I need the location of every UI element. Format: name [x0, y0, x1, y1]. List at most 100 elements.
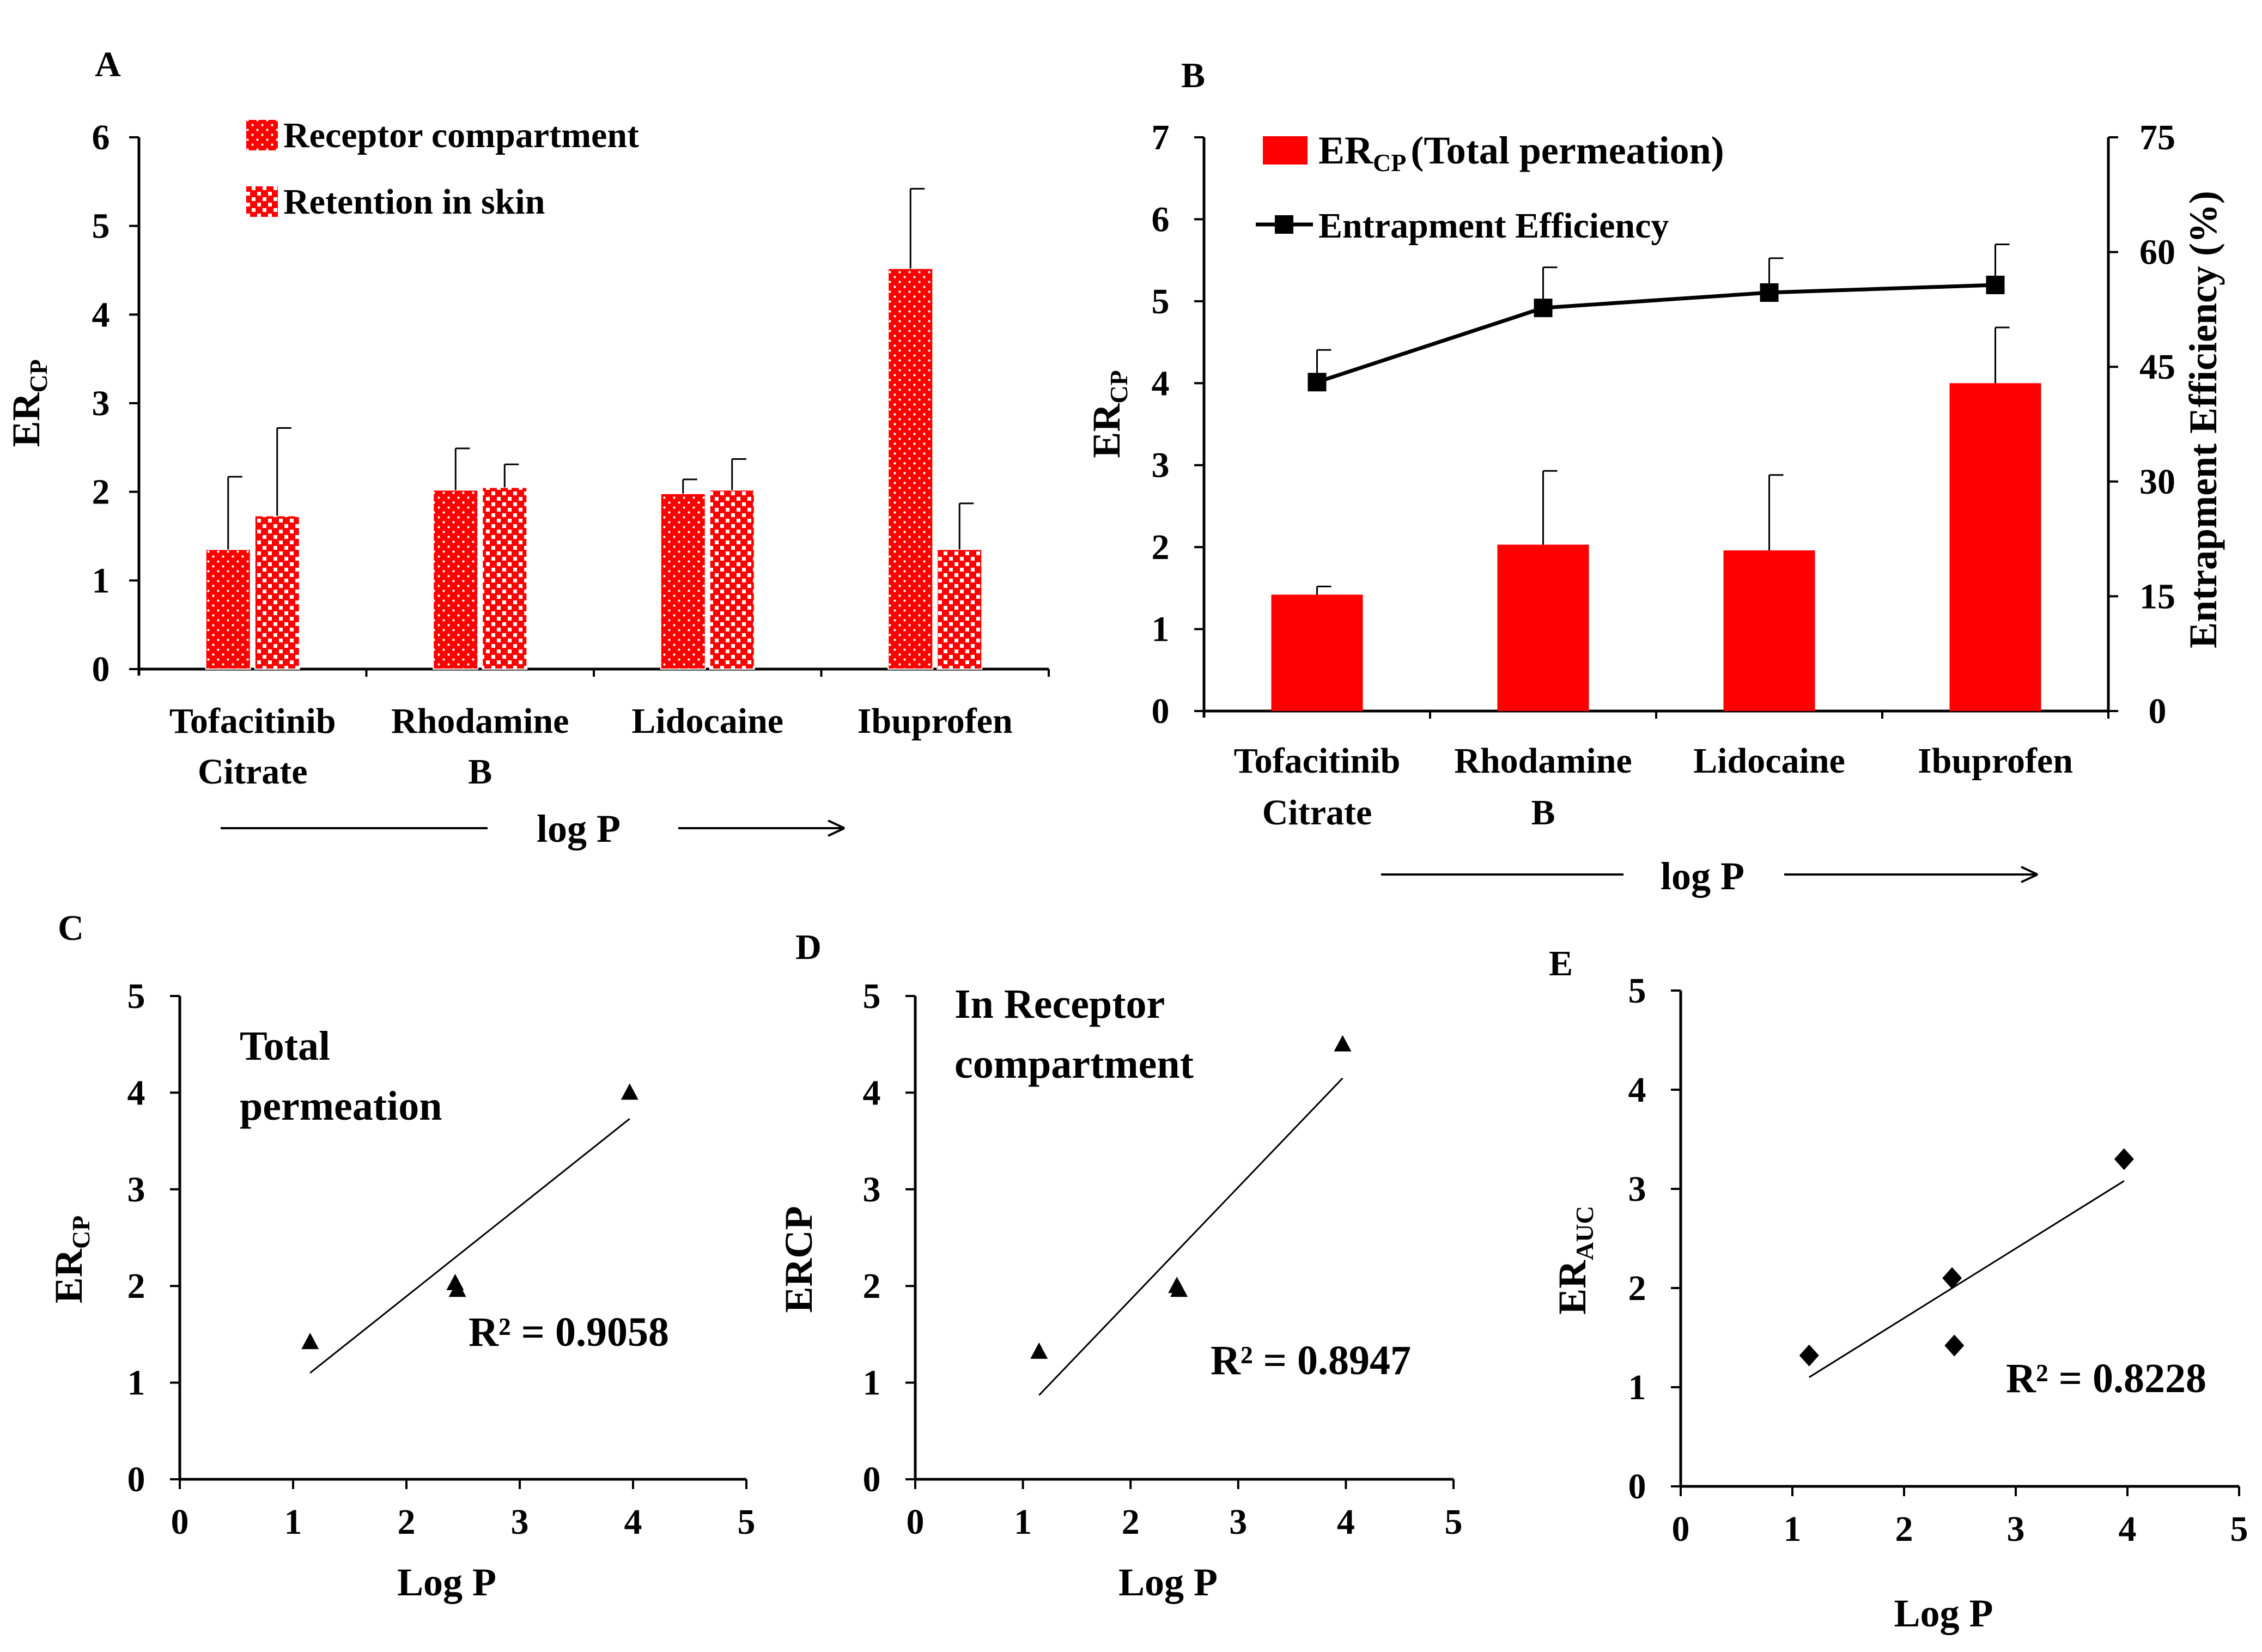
r-squared-label: R² = 0.8947 [1211, 1338, 1411, 1383]
category-label: Lidocaine [1693, 741, 1845, 781]
y-tick-label: 4 [1152, 363, 1170, 403]
log-p-arrow-head [2021, 866, 2038, 883]
y-tick-label: 1 [1628, 1368, 1646, 1407]
x-tick-label: 2 [398, 1502, 416, 1542]
y-tick-label: 4 [863, 1073, 881, 1113]
category-label: Tofacitinib [169, 701, 336, 741]
x-tick-label: 3 [511, 1502, 529, 1542]
panel-b: B0123456701530456075TofacitinibCitrateRh… [1085, 56, 2225, 898]
y2-tick-label: 60 [2139, 233, 2175, 272]
data-point [621, 1083, 639, 1100]
data-point [1799, 1344, 1819, 1366]
legend-swatch-bar [1263, 136, 1308, 165]
bar-retention [482, 487, 528, 670]
ee-marker [1760, 283, 1779, 302]
x-tick-label: 5 [1445, 1502, 1463, 1542]
bar-receptor [205, 549, 251, 670]
legend-swatch [246, 120, 278, 150]
line-entrapment-efficiency [1316, 283, 1996, 384]
data-point [1170, 1280, 1188, 1297]
y2-tick-label: 30 [2139, 462, 2175, 502]
legend-label: Receptor compartment [283, 116, 639, 155]
y-tick-label: 1 [1152, 610, 1170, 649]
y-tick-label: 6 [1152, 199, 1170, 239]
y-tick-label: 4 [1628, 1070, 1646, 1110]
log-p-label: log P [537, 807, 621, 851]
y-axis-title-sub: CP [25, 359, 52, 392]
data-point [1334, 1035, 1352, 1052]
y-tick-label: 1 [863, 1363, 881, 1403]
y-axis-title: ERCP [777, 1206, 820, 1313]
x-axis-title: Log P [397, 1560, 496, 1604]
x-axis-title: Log P [1894, 1592, 1993, 1635]
trendline [309, 1118, 630, 1374]
y-tick-label: 3 [92, 384, 110, 423]
y-axis-title-sub: CP [67, 1216, 95, 1249]
panel-c: C 0 1 2 3 4 5 0 1 2 3 4 5 Log P ERCP R² = 0.9058 Total pe… [47, 908, 756, 1604]
legend-label-line: Entrapment Efficiency [1318, 206, 1669, 246]
panel-annotation: permeation [240, 1083, 442, 1129]
y-tick-label: 1 [92, 561, 110, 600]
category-label: Tofacitinib [1234, 741, 1401, 781]
y-tick-label: 7 [1152, 118, 1170, 157]
category-label: Lidocaine [631, 701, 783, 741]
x-tick-label: 0 [907, 1502, 925, 1542]
category-label: Citrate [198, 752, 308, 792]
category-label: Rhodamine [1454, 741, 1632, 781]
panel-annotation: compartment [954, 1041, 1194, 1087]
panel-annotation: In Receptor [954, 981, 1165, 1027]
bar-receptor [887, 268, 934, 670]
x-tick-label: 3 [1229, 1502, 1247, 1542]
legend-label: Retention in skin [283, 182, 545, 222]
legend-label-bar-suffix: (Total permeation) [1410, 129, 1724, 172]
x-tick-label: 2 [1122, 1502, 1140, 1542]
bar-er-cp [1497, 544, 1589, 711]
panel-letter: C [58, 908, 84, 948]
r-squared-label: R² = 0.9058 [469, 1309, 669, 1355]
y2-tick-label: 45 [2139, 347, 2175, 387]
panel-annotation: Total [240, 1023, 330, 1069]
x-tick-label: 1 [284, 1502, 302, 1542]
bar-retention [709, 489, 755, 670]
panel-letter: D [795, 927, 822, 967]
y-tick-label: 3 [127, 1170, 145, 1210]
y-tick-label: 6 [92, 118, 110, 157]
y-tick-label: 3 [1152, 446, 1170, 485]
bar-er-cp [1949, 383, 2041, 711]
y-tick-label: 2 [92, 472, 110, 512]
y-axis-title-main: ER [1550, 1260, 1594, 1315]
category-label: B [468, 752, 492, 792]
bar-retention [937, 549, 983, 670]
y-axis-title: ERAUC [1550, 1206, 1598, 1315]
y-tick-label: 5 [127, 976, 145, 1016]
legend-swatch-marker [1275, 215, 1293, 234]
x-tick-label: 0 [1672, 1509, 1690, 1549]
bar-receptor [433, 489, 479, 670]
y-tick-label: 1 [127, 1363, 145, 1403]
category-label: Rhodamine [391, 701, 569, 741]
y-axis-title-main: ERCP [777, 1206, 820, 1313]
ee-marker [1308, 373, 1327, 392]
y-tick-label: 0 [92, 649, 110, 689]
y-axis-title: ERCP [47, 1216, 95, 1303]
log-p-label: log P [1661, 854, 1744, 898]
panel-d: D 0 1 2 3 4 5 0 1 2 3 4 5 Log P ERCP R² = 0.8947 In Rece… [777, 927, 1463, 1604]
y-axis-title-main: ER [1085, 403, 1128, 458]
panel-letter: E [1549, 944, 1573, 983]
y-axis-title-main: ER [4, 392, 48, 447]
y-tick-label: 5 [1628, 971, 1646, 1011]
y-tick-label: 2 [1152, 527, 1170, 567]
log-p-arrow-head [828, 819, 845, 837]
y-tick-label: 5 [1152, 282, 1170, 321]
x-tick-label: 5 [738, 1502, 756, 1542]
y-tick-label: 0 [1152, 691, 1170, 731]
legend-label-bar-main: ER [1318, 129, 1373, 172]
y-tick-label: 5 [863, 976, 881, 1016]
x-tick-label: 5 [2230, 1509, 2248, 1549]
category-label: Ibuprofen [858, 701, 1013, 741]
y-tick-label: 3 [1628, 1169, 1646, 1209]
panel-letter: A [95, 45, 121, 84]
y2-tick-label: 75 [2139, 118, 2175, 157]
ee-marker [1986, 275, 2005, 294]
